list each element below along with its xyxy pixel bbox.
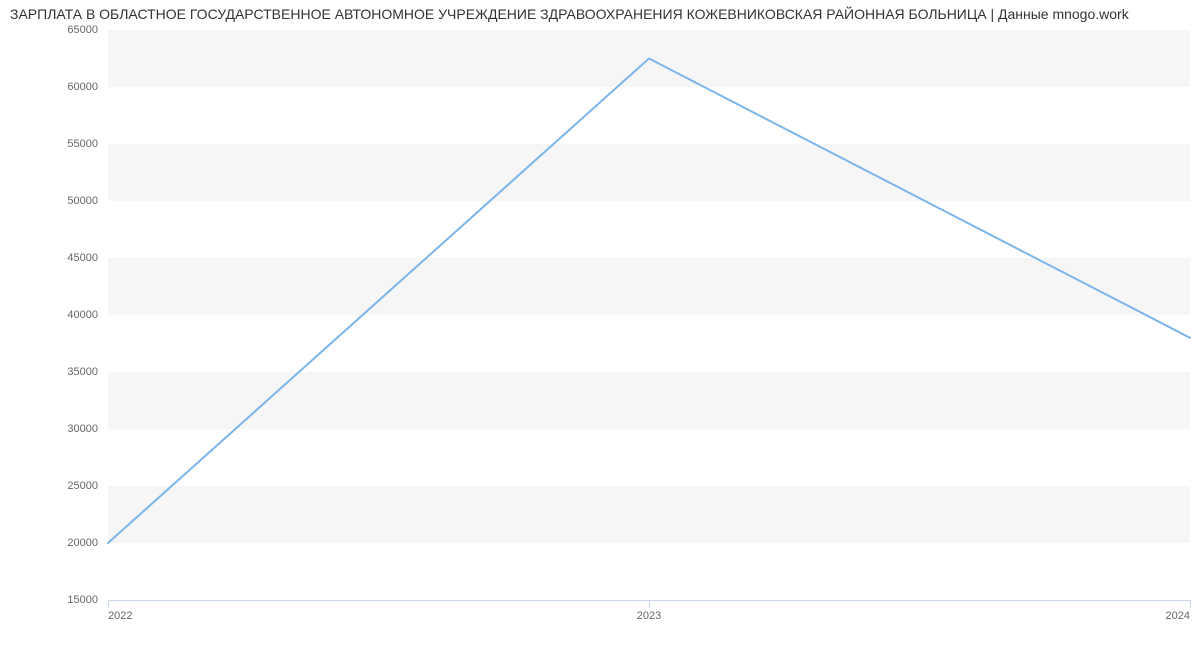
y-tick-label: 50000 bbox=[38, 195, 98, 207]
plot-area: 1500020000250003000035000400004500050000… bbox=[108, 30, 1190, 600]
y-tick-label: 15000 bbox=[38, 594, 98, 606]
y-tick-label: 25000 bbox=[38, 480, 98, 492]
series-layer bbox=[108, 30, 1190, 600]
x-tick-mark bbox=[108, 600, 109, 608]
y-tick-label: 55000 bbox=[38, 138, 98, 150]
y-tick-label: 65000 bbox=[38, 24, 98, 36]
y-tick-label: 40000 bbox=[38, 309, 98, 321]
x-tick-mark bbox=[649, 600, 650, 608]
salary-line-chart: ЗАРПЛАТА В ОБЛАСТНОЕ ГОСУДАРСТВЕННОЕ АВТ… bbox=[0, 0, 1200, 650]
y-tick-label: 35000 bbox=[38, 366, 98, 378]
y-tick-label: 30000 bbox=[38, 423, 98, 435]
x-tick-label: 2024 bbox=[1166, 610, 1190, 622]
series-line-salary bbox=[108, 59, 1190, 544]
y-tick-label: 60000 bbox=[38, 81, 98, 93]
x-tick-mark bbox=[1190, 600, 1191, 608]
y-tick-label: 45000 bbox=[38, 252, 98, 264]
x-tick-label: 2023 bbox=[637, 610, 661, 622]
y-tick-label: 20000 bbox=[38, 537, 98, 549]
x-tick-label: 2022 bbox=[108, 610, 132, 622]
chart-title: ЗАРПЛАТА В ОБЛАСТНОЕ ГОСУДАРСТВЕННОЕ АВТ… bbox=[10, 6, 1190, 22]
